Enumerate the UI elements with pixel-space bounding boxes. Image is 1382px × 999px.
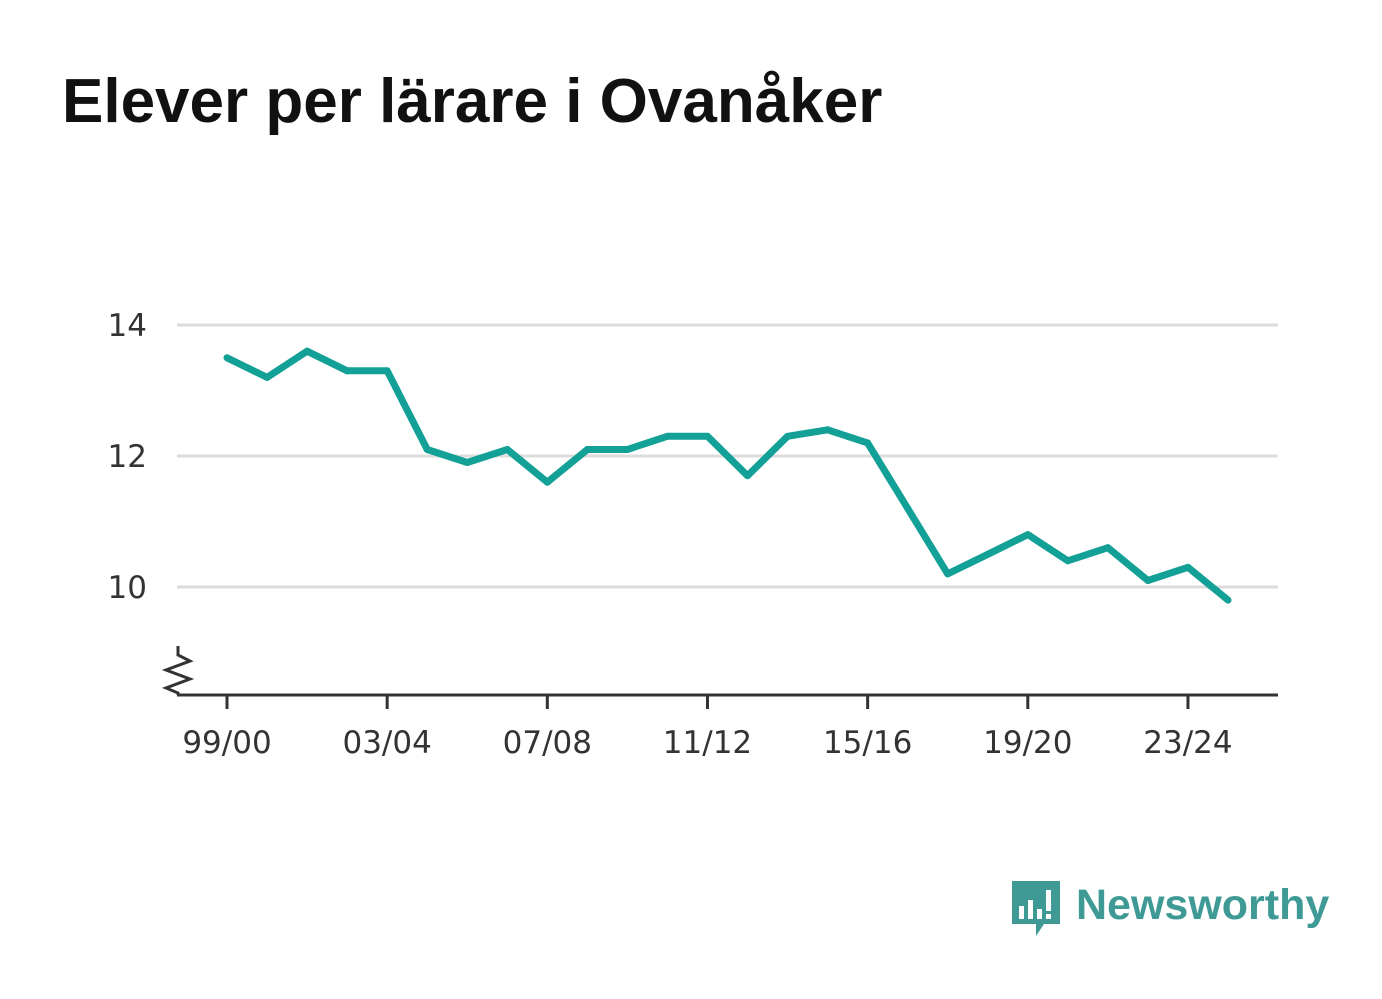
y-tick-label: 10 <box>108 570 147 606</box>
data-point <box>503 445 511 453</box>
data-point <box>703 432 711 440</box>
data-point <box>663 432 671 440</box>
data-point <box>744 472 752 480</box>
data-point <box>583 445 591 453</box>
brand-name: Newsworthy <box>1076 880 1330 929</box>
y-tick-label: 14 <box>108 308 147 344</box>
y-tick-label: 12 <box>108 439 147 475</box>
data-point <box>784 432 792 440</box>
data-point <box>1104 544 1112 552</box>
brand-logo: Newsworthy <box>1010 878 1329 940</box>
series-line <box>225 347 1231 603</box>
data-point <box>223 354 231 362</box>
data-point <box>1064 557 1072 565</box>
x-tick-label: 99/00 <box>182 725 271 761</box>
x-axis-tick-labels: 99/00 03/04 07/08 11/12 15/16 19/20 23/24 <box>182 725 1232 761</box>
data-point <box>623 445 631 453</box>
data-point <box>1184 563 1192 571</box>
x-tick-label: 15/16 <box>823 725 912 761</box>
data-point <box>383 367 391 375</box>
data-point <box>1224 596 1232 604</box>
bar-chart-speech-bubble-icon <box>1012 881 1060 936</box>
data-point <box>1024 531 1032 539</box>
data-point <box>944 570 952 578</box>
data-point <box>1144 576 1152 584</box>
x-tick-label: 03/04 <box>342 725 431 761</box>
x-axis <box>177 693 1278 709</box>
data-point <box>263 373 271 381</box>
chart-title: Elever per lärare i Ovanåker <box>62 67 883 136</box>
x-tick-label: 07/08 <box>503 725 592 761</box>
data-point <box>423 445 431 453</box>
x-tick-label: 19/20 <box>983 725 1072 761</box>
y-axis-tick-labels: 10 12 14 <box>108 308 147 606</box>
data-point <box>463 459 471 467</box>
data-point <box>543 478 551 486</box>
data-point <box>343 367 351 375</box>
data-point <box>864 439 872 447</box>
x-tick-label: 23/24 <box>1143 725 1232 761</box>
data-point <box>303 347 311 355</box>
data-point <box>904 504 912 512</box>
data-points <box>223 347 1232 604</box>
data-point <box>984 550 992 558</box>
x-tick-label: 11/12 <box>663 725 752 761</box>
data-point <box>824 426 832 434</box>
axis-break-icon <box>161 646 195 695</box>
